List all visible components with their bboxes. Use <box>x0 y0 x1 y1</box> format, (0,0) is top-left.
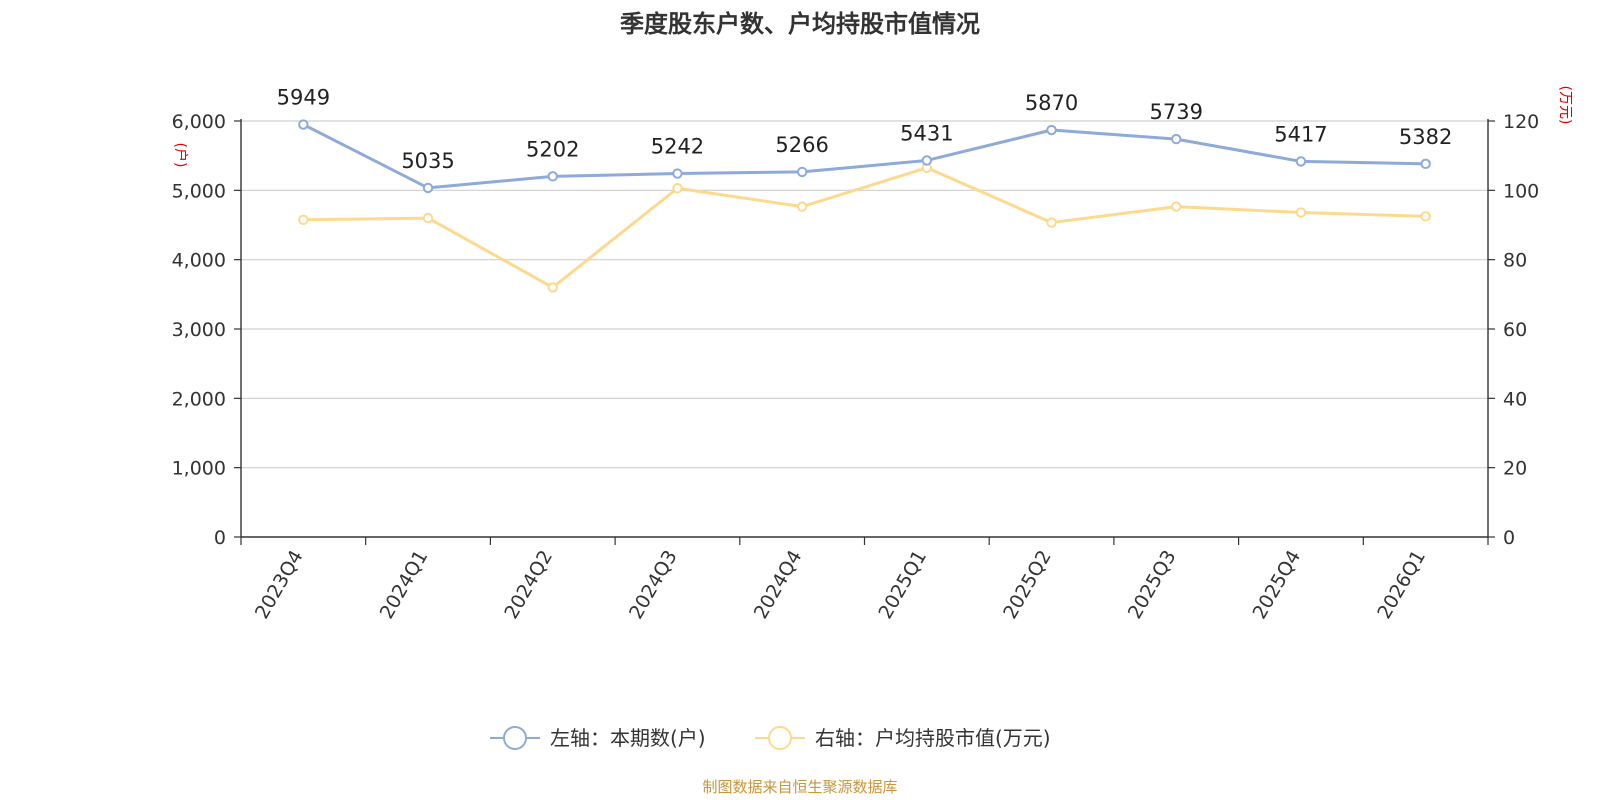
source-note: 制图数据来自恒生聚源数据库 <box>702 778 897 796</box>
series-line-holders <box>302 123 1426 190</box>
data-point <box>1420 158 1431 170</box>
data-point <box>1046 217 1057 228</box>
data-point <box>1420 211 1431 222</box>
right-tick-label: 80 <box>1503 250 1527 272</box>
data-point <box>547 171 558 182</box>
right-tick-label: 20 <box>1503 458 1527 480</box>
legend[interactable]: 左轴：本期数(户) 右轴：户均持股市值(万元) <box>490 726 1051 750</box>
x-tick-label: 2026Q1 <box>1373 547 1430 623</box>
x-tick-label: 2023Q4 <box>251 547 308 623</box>
x-tick-label: 2025Q1 <box>874 547 931 623</box>
x-tick-label: 2024Q2 <box>500 547 557 623</box>
left-tick-label: 5,000 <box>172 180 226 202</box>
left-tick-label: 3,000 <box>172 319 226 341</box>
data-label: 5739 <box>1150 100 1203 124</box>
legend-label: 右轴：户均持股市值(万元) <box>815 726 1051 750</box>
right-tick-label: 40 <box>1503 388 1527 410</box>
x-tick-label: 2024Q1 <box>376 547 433 623</box>
right-tick-label: 60 <box>1503 319 1527 341</box>
x-tick-label: 2024Q4 <box>750 547 807 623</box>
left-tick-label: 4,000 <box>172 250 226 272</box>
grid-lines <box>241 120 1488 469</box>
data-point <box>672 168 683 179</box>
data-label: 5431 <box>900 121 953 145</box>
data-point <box>298 214 309 226</box>
data-point <box>1171 133 1182 145</box>
data-point <box>921 155 933 166</box>
chart-title: 季度股东户数、户均持股市值情况 <box>620 10 980 38</box>
legend-label: 左轴：本期数(户) <box>550 726 706 750</box>
series-layer: 5949 5035 5202 5242 5266 5431 5870 5739 5417 5382 <box>277 86 1452 293</box>
legend-marker <box>503 726 527 750</box>
data-point <box>422 182 434 194</box>
data-point <box>796 166 808 178</box>
data-point <box>1295 207 1307 218</box>
data-point <box>1295 156 1307 167</box>
right-tick-label: 0 <box>1503 527 1515 549</box>
axes: 0 1,000 2,000 3,000 4,000 5,000 6,000 0 20 40 60 80… <box>172 111 1540 623</box>
legend-item-avg-value[interactable]: 右轴：户均持股市值(万元) <box>755 726 1051 750</box>
right-tick-label: 120 <box>1503 111 1539 133</box>
left-axis-unit: (户) <box>172 143 189 168</box>
data-label: 5382 <box>1399 125 1452 149</box>
left-tick-label: 1,000 <box>172 458 226 480</box>
data-label: 5035 <box>401 149 454 173</box>
left-tick-label: 0 <box>214 527 226 549</box>
left-tick-label: 6,000 <box>172 111 226 133</box>
legend-marker <box>768 726 792 750</box>
data-point <box>547 282 558 293</box>
left-tick-label: 2,000 <box>172 388 226 410</box>
data-label: 5417 <box>1274 122 1327 146</box>
right-axis-unit: (万元) <box>1557 86 1573 125</box>
data-point <box>422 212 434 224</box>
right-tick-label: 100 <box>1503 180 1539 202</box>
legend-item-holders[interactable]: 左轴：本期数(户) <box>490 726 706 750</box>
x-tick-label: 2025Q2 <box>999 547 1056 623</box>
x-tick-label: 2025Q3 <box>1124 547 1181 623</box>
data-label: 5949 <box>277 86 330 110</box>
data-label: 5202 <box>526 137 579 161</box>
data-point <box>298 119 309 130</box>
series-line-avg-value <box>303 166 1426 289</box>
data-point <box>796 201 808 212</box>
data-label: 5266 <box>775 133 828 157</box>
data-label: 5242 <box>651 135 704 159</box>
x-tick-label: 2025Q4 <box>1249 547 1306 623</box>
data-point <box>672 183 683 194</box>
data-point <box>1171 201 1182 212</box>
x-tick-label: 2024Q3 <box>625 547 682 623</box>
data-point <box>1046 124 1057 136</box>
data-label: 5870 <box>1025 91 1078 115</box>
